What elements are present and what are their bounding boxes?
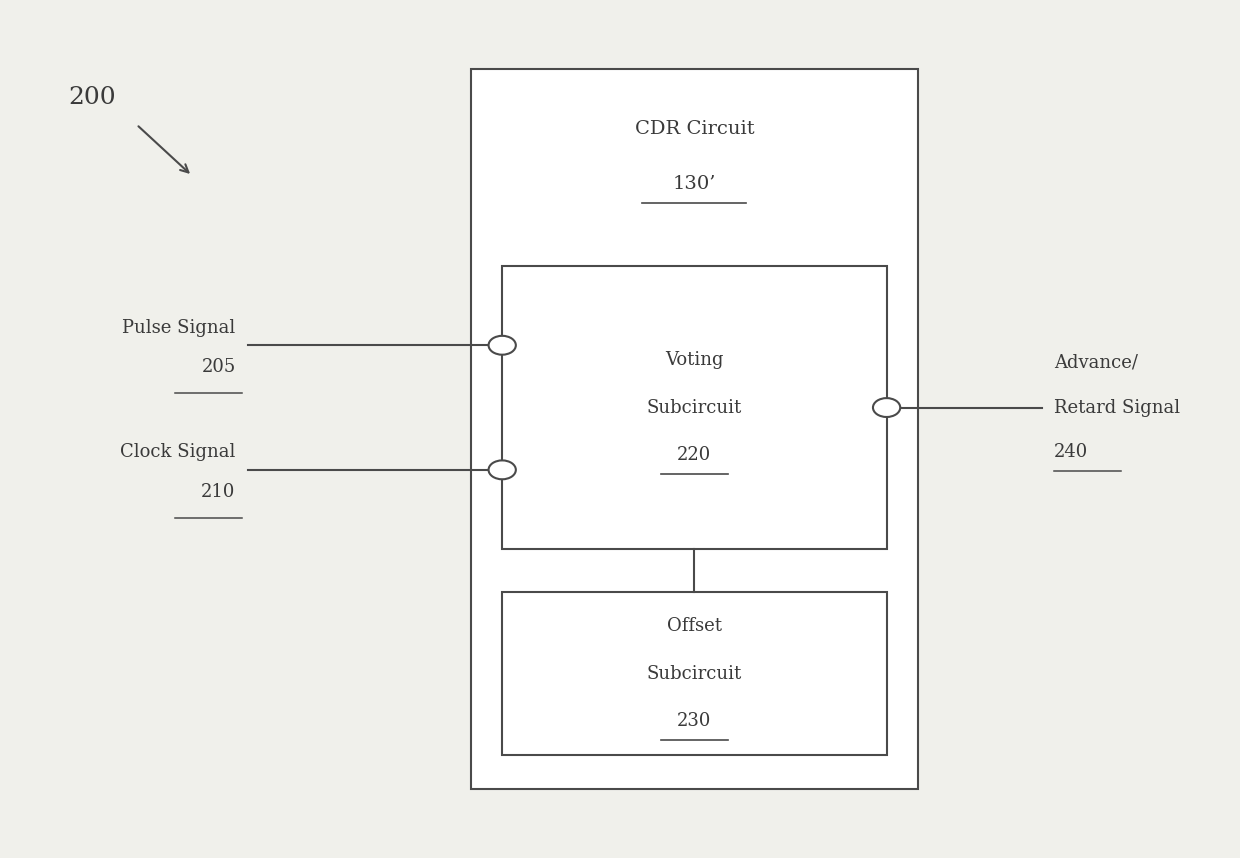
Circle shape — [489, 461, 516, 480]
Text: Clock Signal: Clock Signal — [120, 444, 236, 462]
Bar — [471, 69, 918, 789]
Text: Subcircuit: Subcircuit — [647, 399, 742, 416]
Text: 205: 205 — [201, 358, 236, 376]
Bar — [502, 592, 887, 755]
Text: Pulse Signal: Pulse Signal — [123, 318, 236, 336]
Text: 200: 200 — [68, 86, 115, 109]
Text: Voting: Voting — [665, 352, 724, 369]
Text: CDR Circuit: CDR Circuit — [635, 120, 754, 137]
Bar — [502, 266, 887, 549]
Text: Offset: Offset — [667, 618, 722, 635]
Text: 130’: 130’ — [672, 176, 717, 193]
Text: Subcircuit: Subcircuit — [647, 665, 742, 682]
Text: 220: 220 — [677, 446, 712, 463]
Text: Retard Signal: Retard Signal — [1054, 399, 1180, 416]
Text: Advance/: Advance/ — [1054, 354, 1138, 372]
Text: 240: 240 — [1054, 444, 1089, 461]
Circle shape — [489, 335, 516, 354]
Text: 210: 210 — [201, 483, 236, 501]
Circle shape — [873, 398, 900, 417]
Text: 230: 230 — [677, 712, 712, 729]
